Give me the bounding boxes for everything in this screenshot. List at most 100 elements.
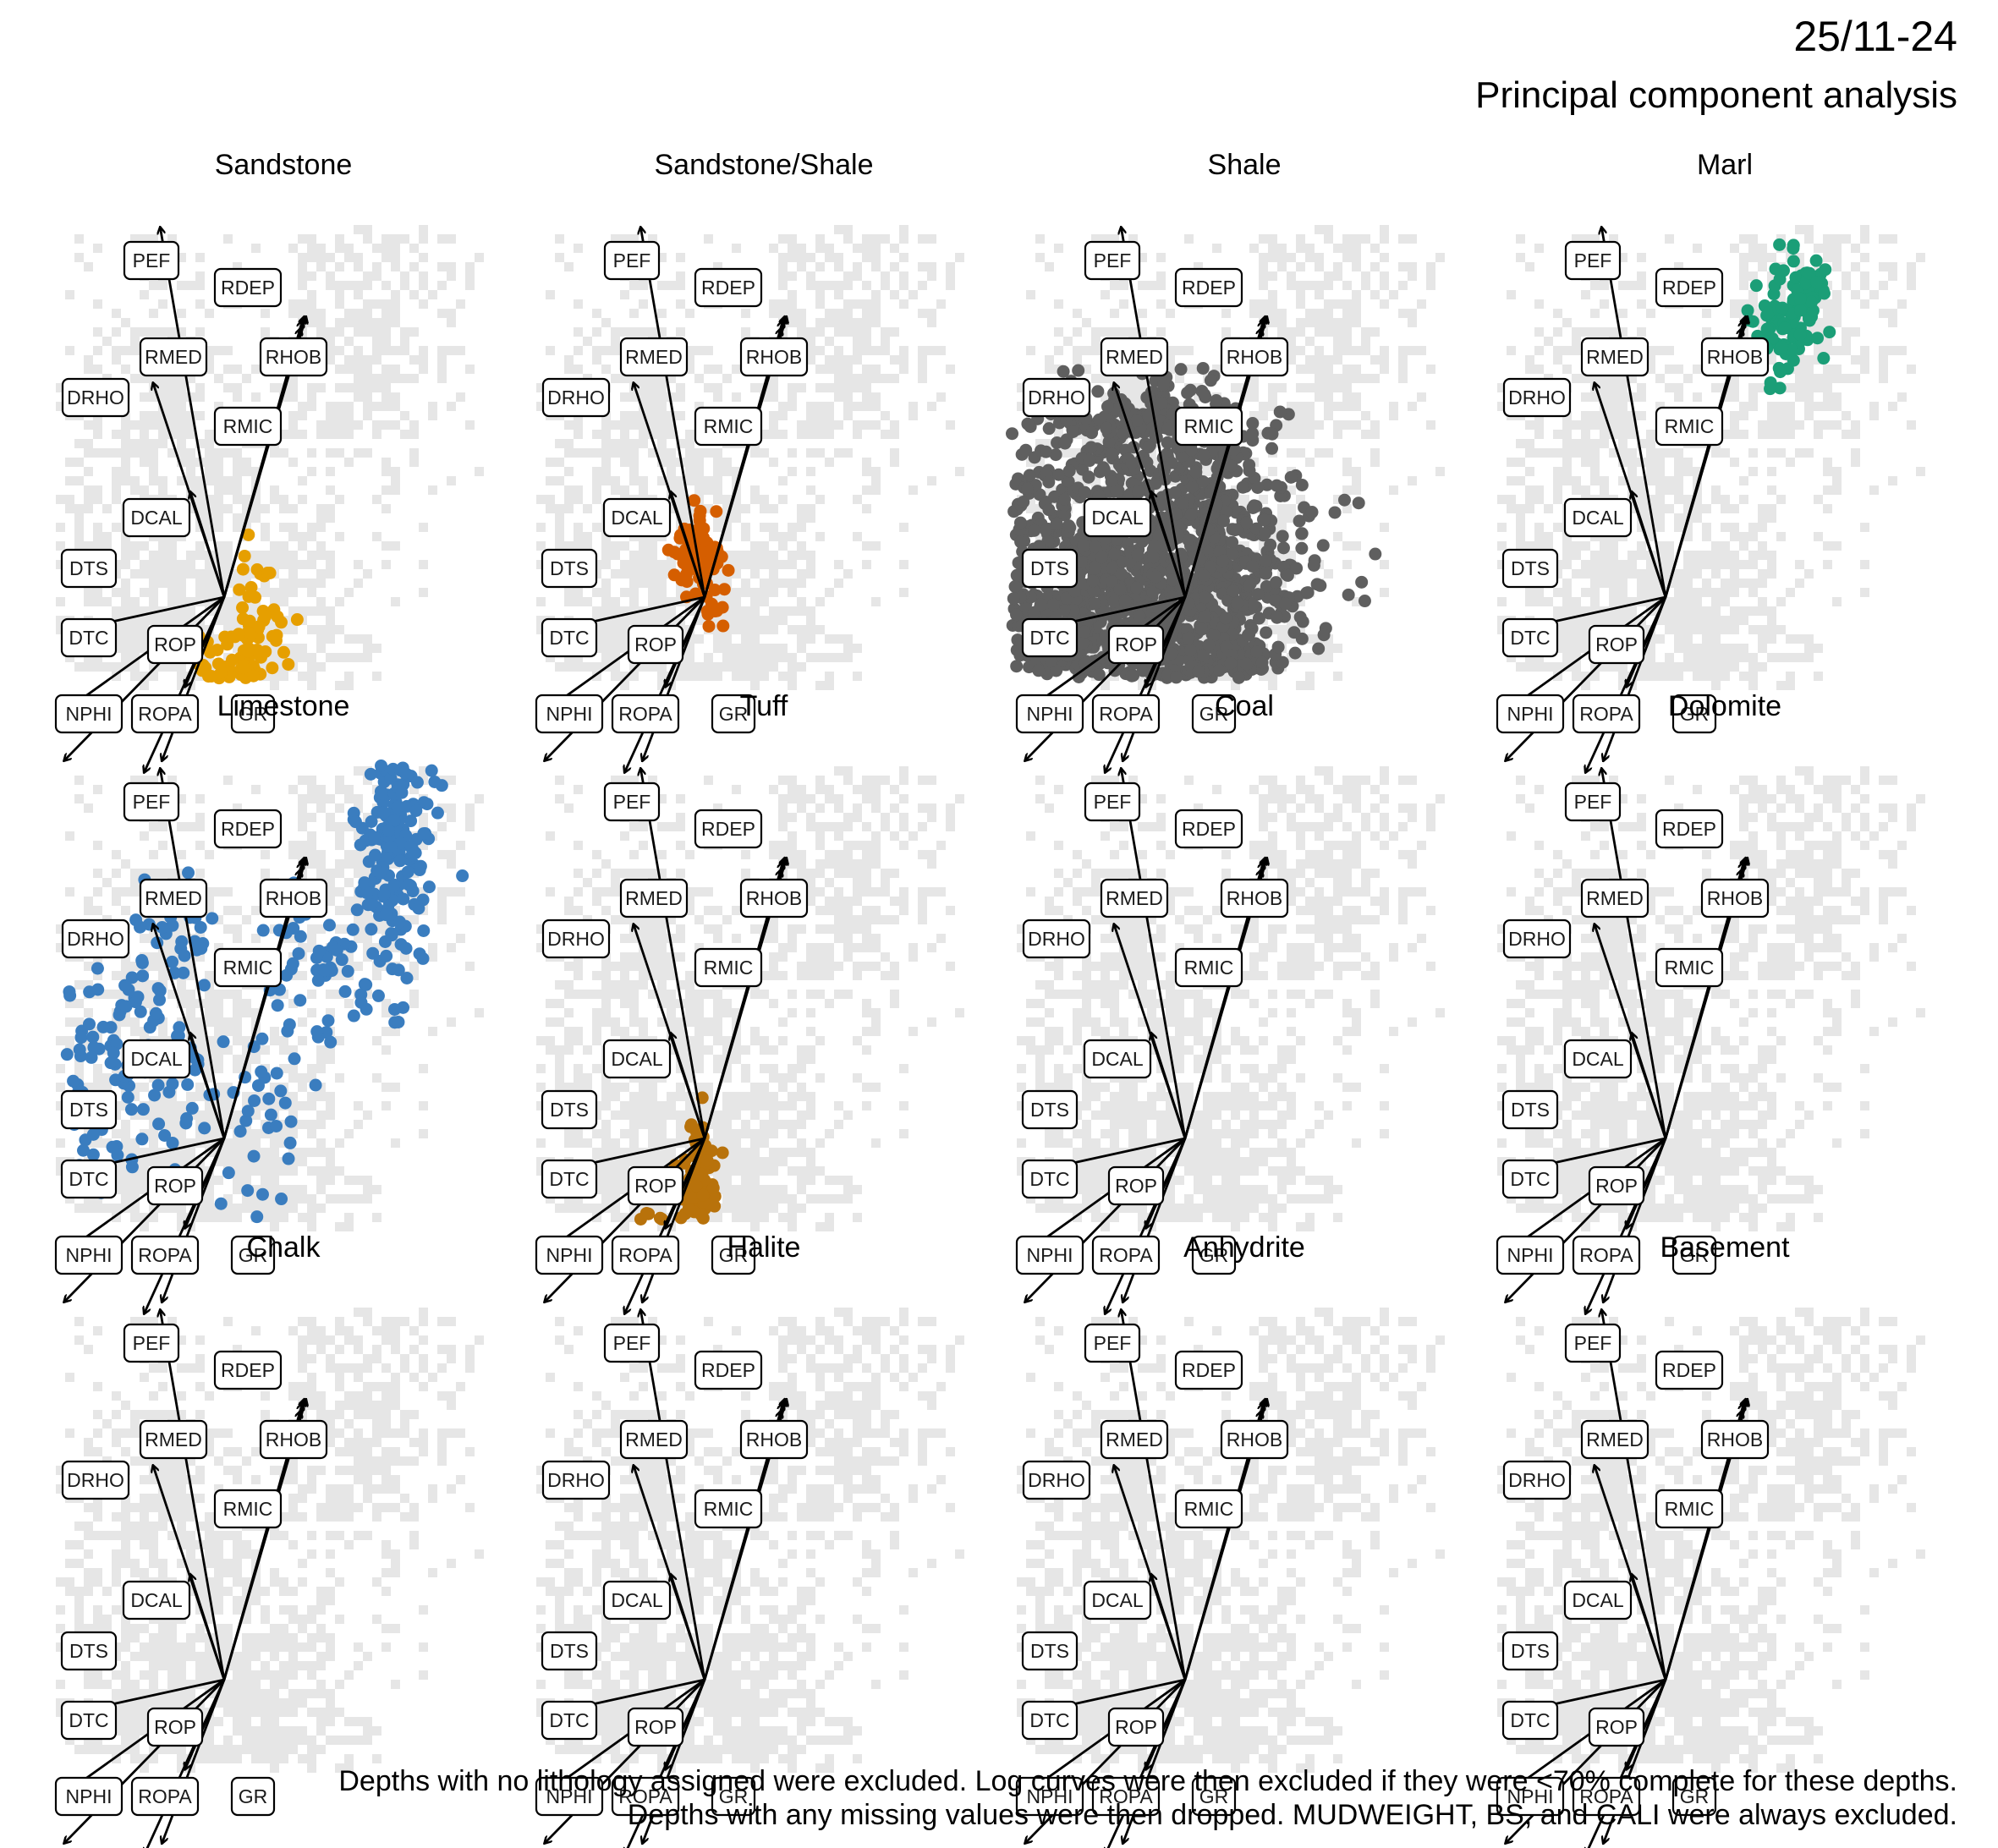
- background-bin: [769, 616, 778, 625]
- background-bin: [298, 672, 307, 681]
- background-bin: [102, 662, 112, 672]
- background-bin: [186, 560, 195, 569]
- background-bin: [102, 448, 112, 458]
- background-bin: [214, 541, 223, 551]
- background-bin: [381, 299, 391, 309]
- background-bin: [74, 532, 84, 541]
- background-bin: [1138, 327, 1147, 337]
- label-text: RDEP: [701, 277, 755, 299]
- background-bin: [205, 430, 214, 439]
- background-bin: [1221, 309, 1231, 318]
- background-bin: [1315, 318, 1324, 327]
- background-bin: [843, 365, 853, 374]
- background-bin: [1398, 262, 1408, 271]
- background-bin: [214, 495, 223, 504]
- background-bin: [354, 560, 363, 569]
- background-bin: [704, 234, 713, 244]
- background-bin: [307, 234, 316, 244]
- background-bin: [391, 392, 400, 402]
- background-bin: [778, 653, 788, 662]
- background-bin: [657, 327, 667, 337]
- background-bin: [372, 495, 381, 504]
- background-bin: [65, 653, 74, 662]
- background-bin: [112, 495, 121, 504]
- label-ropa: ROPA: [130, 694, 200, 734]
- background-bin: [741, 579, 750, 588]
- background-bin: [335, 383, 344, 392]
- background-bin: [639, 383, 648, 392]
- background-bin: [1277, 504, 1287, 513]
- background-bin: [592, 588, 601, 597]
- background-bin: [195, 551, 205, 560]
- background-bin: [815, 365, 825, 374]
- background-bin: [121, 532, 130, 541]
- background-bin: [149, 234, 158, 244]
- background-bin: [1315, 392, 1324, 402]
- background-bin: [1296, 234, 1305, 244]
- background-bin: [307, 271, 316, 281]
- background-bin: [1333, 346, 1342, 355]
- background-bin: [1361, 337, 1370, 346]
- background-bin: [205, 439, 214, 448]
- arrow-dcal: [190, 492, 226, 598]
- background-bin: [1370, 374, 1380, 383]
- background-bin: [1380, 253, 1389, 262]
- background-bin: [158, 383, 167, 392]
- background-bin: [149, 281, 158, 290]
- data-point: [236, 562, 250, 576]
- background-bin: [195, 485, 205, 495]
- background-bin: [372, 383, 381, 392]
- background-bin: [344, 634, 354, 644]
- background-bin: [354, 374, 363, 383]
- background-bin: [270, 485, 279, 495]
- background-bin: [1333, 644, 1342, 653]
- background-bin: [564, 485, 574, 495]
- background-bin: [242, 458, 251, 467]
- background-bin: [620, 681, 629, 690]
- background-bin: [242, 504, 251, 513]
- background-bin: [564, 541, 574, 551]
- background-bin: [205, 448, 214, 458]
- background-bin: [685, 653, 694, 662]
- background-bin: [1315, 355, 1324, 365]
- background-bin: [555, 504, 564, 513]
- background-bin: [760, 448, 769, 458]
- background-bin: [1268, 467, 1277, 476]
- background-bin: [713, 365, 722, 374]
- background-bin: [316, 606, 326, 616]
- background-bin: [648, 327, 657, 337]
- background-bin: [214, 513, 223, 523]
- background-bin: [955, 467, 964, 476]
- background-bin: [629, 392, 639, 402]
- background-bin: [335, 430, 344, 439]
- background-bin: [214, 588, 223, 597]
- background-bin: [158, 374, 167, 383]
- background-bin: [177, 606, 186, 616]
- background-bin: [177, 458, 186, 467]
- background-bin: [927, 318, 936, 327]
- background-bin: [1315, 448, 1324, 458]
- background-bin: [536, 625, 546, 634]
- background-bin: [205, 588, 214, 597]
- background-bin: [694, 476, 704, 485]
- background-bin: [84, 439, 93, 448]
- background-bin: [1380, 523, 1389, 532]
- label-text: ROPA: [618, 703, 672, 725]
- background-bin: [428, 290, 437, 299]
- background-bin: [648, 234, 657, 244]
- background-bin: [1426, 271, 1435, 281]
- background-bin: [601, 616, 611, 625]
- background-bin: [1082, 346, 1091, 355]
- background-bin: [112, 588, 121, 597]
- background-bin: [918, 234, 927, 244]
- background-bin: [372, 299, 381, 309]
- data-point: [242, 528, 255, 541]
- background-bin: [326, 346, 335, 355]
- background-bin: [946, 420, 955, 430]
- background-bin: [1389, 290, 1398, 299]
- background-bin: [648, 420, 657, 430]
- background-bin: [121, 458, 130, 467]
- background-bin: [1259, 262, 1268, 271]
- background-bin: [1370, 458, 1380, 467]
